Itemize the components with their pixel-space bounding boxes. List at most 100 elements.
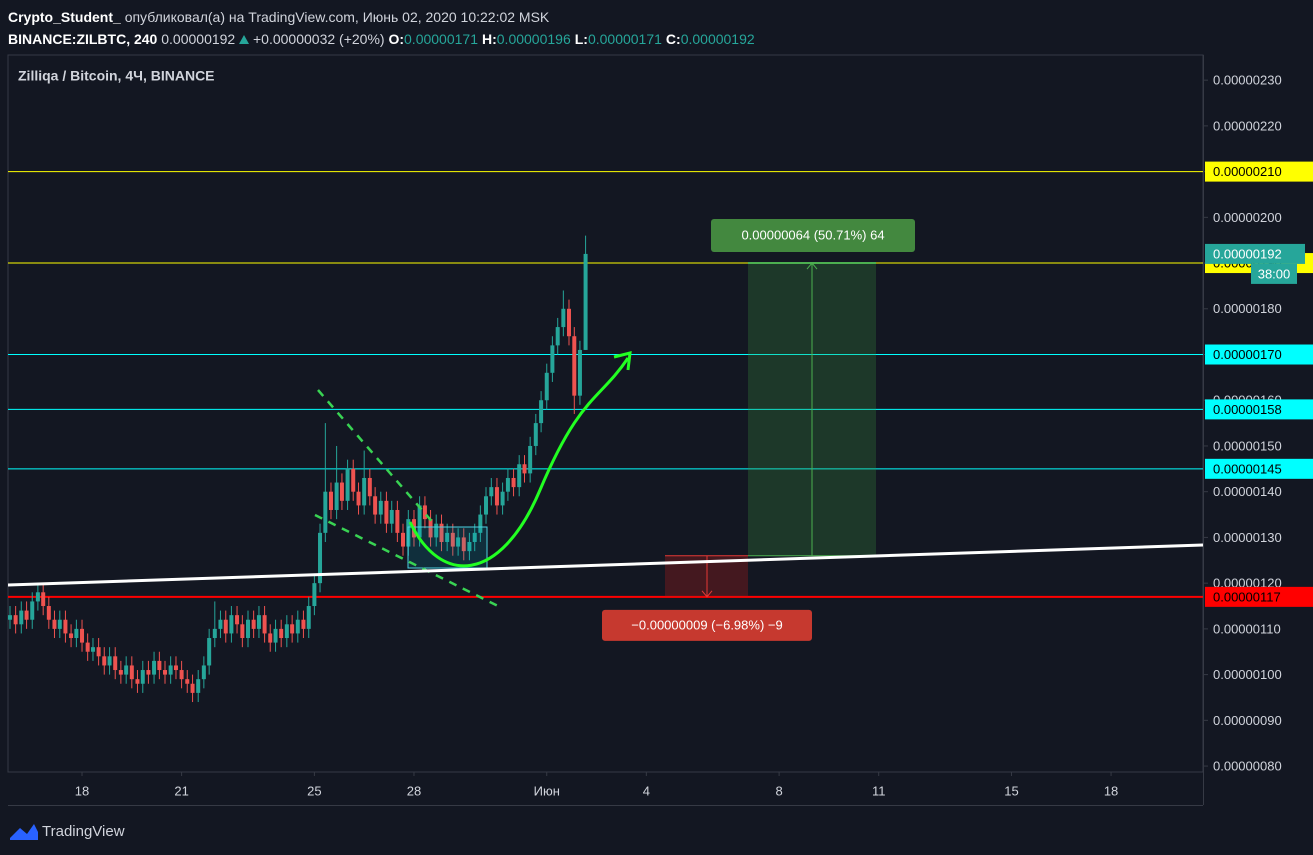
candle-body — [450, 532, 455, 547]
candle-body — [389, 509, 394, 524]
candle-body — [13, 615, 18, 625]
candle-body — [80, 628, 85, 643]
target-arrow-head — [806, 262, 818, 270]
candle-body — [46, 606, 51, 620]
logo-icon — [10, 824, 38, 840]
candle-body — [572, 336, 577, 396]
header: Crypto_Student_ опубликовал(а) на Tradin… — [8, 6, 759, 50]
candle-body — [190, 683, 195, 693]
trend-line — [8, 543, 1203, 587]
y-tick-label: 0.00000080 — [1213, 758, 1282, 773]
candle-body — [96, 647, 101, 657]
arrow-head — [613, 351, 632, 371]
y-tick-label: 0.00000100 — [1213, 667, 1282, 682]
candle-body — [8, 615, 12, 620]
candle-body — [484, 496, 488, 515]
candle-body — [185, 679, 190, 684]
candle-body — [494, 487, 499, 506]
candle-body — [555, 327, 560, 346]
candle-body — [339, 482, 344, 501]
ohlc-key: L: — [574, 31, 588, 47]
candle-body — [90, 647, 95, 652]
level-tag-label: 0.00000170 — [1213, 347, 1282, 362]
candle-body — [245, 619, 250, 639]
author: Crypto_Student_ — [8, 9, 121, 25]
level-tag-label: 0.00000158 — [1213, 402, 1282, 417]
candle-body — [434, 523, 439, 538]
level-tag — [1205, 344, 1313, 365]
x-tick-label: 8 — [775, 783, 782, 798]
arrow — [408, 357, 630, 568]
last-price-tag — [1205, 243, 1305, 264]
y-tick-label: 0.00000220 — [1213, 118, 1282, 133]
x-tick-label: 21 — [174, 783, 188, 798]
candle-body — [401, 532, 406, 547]
x-tick-label: 25 — [307, 783, 321, 798]
target-label: 0.00000064 (50.71%) 64 — [741, 227, 884, 242]
symbol: BINANCE:ZILBTC, 240 — [8, 31, 158, 47]
header-line-2: BINANCE:ZILBTC, 240 0.00000192 +0.000000… — [8, 28, 759, 50]
candle-body — [478, 514, 483, 533]
candle-body — [323, 491, 328, 533]
candle-body — [422, 505, 427, 520]
published: опубликовал(а) на TradingView.com, Июнь … — [124, 9, 550, 25]
channel-line — [314, 513, 501, 609]
candle-body — [207, 638, 212, 666]
ohlc-key: C: — [665, 31, 681, 47]
candle-body — [533, 423, 538, 446]
x-tick-label: 28 — [407, 783, 421, 798]
level-tag-label: 0.00000145 — [1213, 461, 1282, 476]
candle-body — [395, 509, 400, 533]
candle-body — [107, 656, 112, 666]
candle-body — [539, 400, 544, 424]
ohlc-key: H: — [481, 31, 497, 47]
ohlc-value: 0.00000171 — [587, 31, 662, 47]
candle-body — [517, 464, 522, 488]
last: 0.00000192 — [161, 31, 236, 47]
candle-body — [456, 537, 461, 547]
ohlc-value: 0.00000192 — [680, 31, 755, 47]
candle-body — [273, 628, 278, 643]
candle-body — [179, 670, 184, 680]
candle-body — [295, 619, 300, 634]
header-line-1: Crypto_Student_ опубликовал(а) на Tradin… — [8, 6, 759, 28]
candle-body — [378, 500, 383, 515]
ohlc-value: 0.00000196 — [496, 31, 571, 47]
stop-arrow-head — [701, 590, 713, 598]
candle-body — [561, 308, 566, 328]
candle-body — [428, 519, 433, 538]
candle-body — [173, 665, 178, 671]
candle-body — [373, 496, 378, 515]
candle-body — [140, 670, 145, 684]
countdown-tag — [1251, 263, 1297, 284]
candle-body — [52, 619, 57, 629]
candle-body — [290, 624, 295, 634]
candle-body — [439, 523, 444, 542]
level-tag-label: 0.00000117 — [1213, 589, 1281, 604]
y-tick-label: 0.00000230 — [1213, 73, 1282, 88]
candle-body — [168, 665, 173, 675]
candle-body — [41, 592, 46, 607]
candle-body — [566, 308, 571, 337]
candle-body — [163, 670, 168, 675]
candle-body — [489, 487, 494, 497]
candle-body — [312, 583, 317, 607]
brand: TradingView — [42, 823, 125, 840]
candle-body — [113, 656, 118, 671]
ohlc-value: 0.00000171 — [404, 31, 478, 47]
candle-body — [69, 633, 74, 639]
candle-body — [550, 345, 555, 373]
logo: TradingView — [10, 823, 125, 840]
level-tag — [1205, 586, 1313, 607]
candle-body — [256, 615, 261, 629]
x-tick-label: 18 — [75, 783, 89, 798]
candle-body — [461, 537, 466, 552]
level-tag — [1205, 161, 1313, 182]
candle-body — [279, 628, 284, 639]
candle-body — [63, 619, 68, 634]
candle-body — [235, 615, 240, 625]
candle-body — [129, 665, 134, 680]
candle-body — [223, 619, 228, 634]
